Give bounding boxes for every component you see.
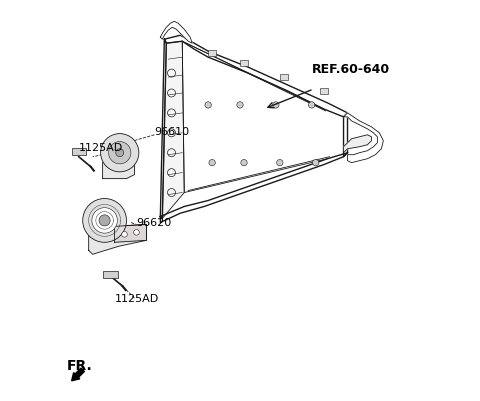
Text: 1125AD: 1125AD <box>115 294 159 304</box>
Circle shape <box>237 102 243 108</box>
Circle shape <box>276 160 283 166</box>
Text: 96620: 96620 <box>136 219 172 229</box>
Polygon shape <box>344 135 372 153</box>
Bar <box>240 60 248 66</box>
Bar <box>320 88 328 94</box>
Circle shape <box>122 231 127 237</box>
Circle shape <box>108 142 131 164</box>
Circle shape <box>99 215 110 226</box>
Text: FR.: FR. <box>67 359 93 373</box>
Bar <box>280 74 288 80</box>
Bar <box>208 50 216 57</box>
Circle shape <box>312 160 319 166</box>
Polygon shape <box>160 39 167 219</box>
Circle shape <box>101 134 139 172</box>
Polygon shape <box>160 153 348 223</box>
Circle shape <box>273 102 279 108</box>
Bar <box>103 271 118 278</box>
Polygon shape <box>162 41 184 219</box>
Polygon shape <box>344 113 384 163</box>
Polygon shape <box>89 225 146 254</box>
Text: 1125AD: 1125AD <box>79 143 123 153</box>
Circle shape <box>309 102 315 108</box>
Polygon shape <box>164 35 348 117</box>
Polygon shape <box>115 225 146 242</box>
Polygon shape <box>344 113 348 157</box>
Polygon shape <box>103 159 134 178</box>
Circle shape <box>205 102 211 108</box>
FancyArrow shape <box>72 368 84 381</box>
Circle shape <box>209 160 216 166</box>
Circle shape <box>83 198 127 242</box>
Circle shape <box>133 229 139 235</box>
Circle shape <box>92 208 117 233</box>
Circle shape <box>241 160 247 166</box>
Polygon shape <box>160 21 192 43</box>
Bar <box>72 148 86 155</box>
Circle shape <box>116 149 124 157</box>
Text: 96610: 96610 <box>155 127 190 137</box>
Text: REF.60-640: REF.60-640 <box>312 63 390 76</box>
